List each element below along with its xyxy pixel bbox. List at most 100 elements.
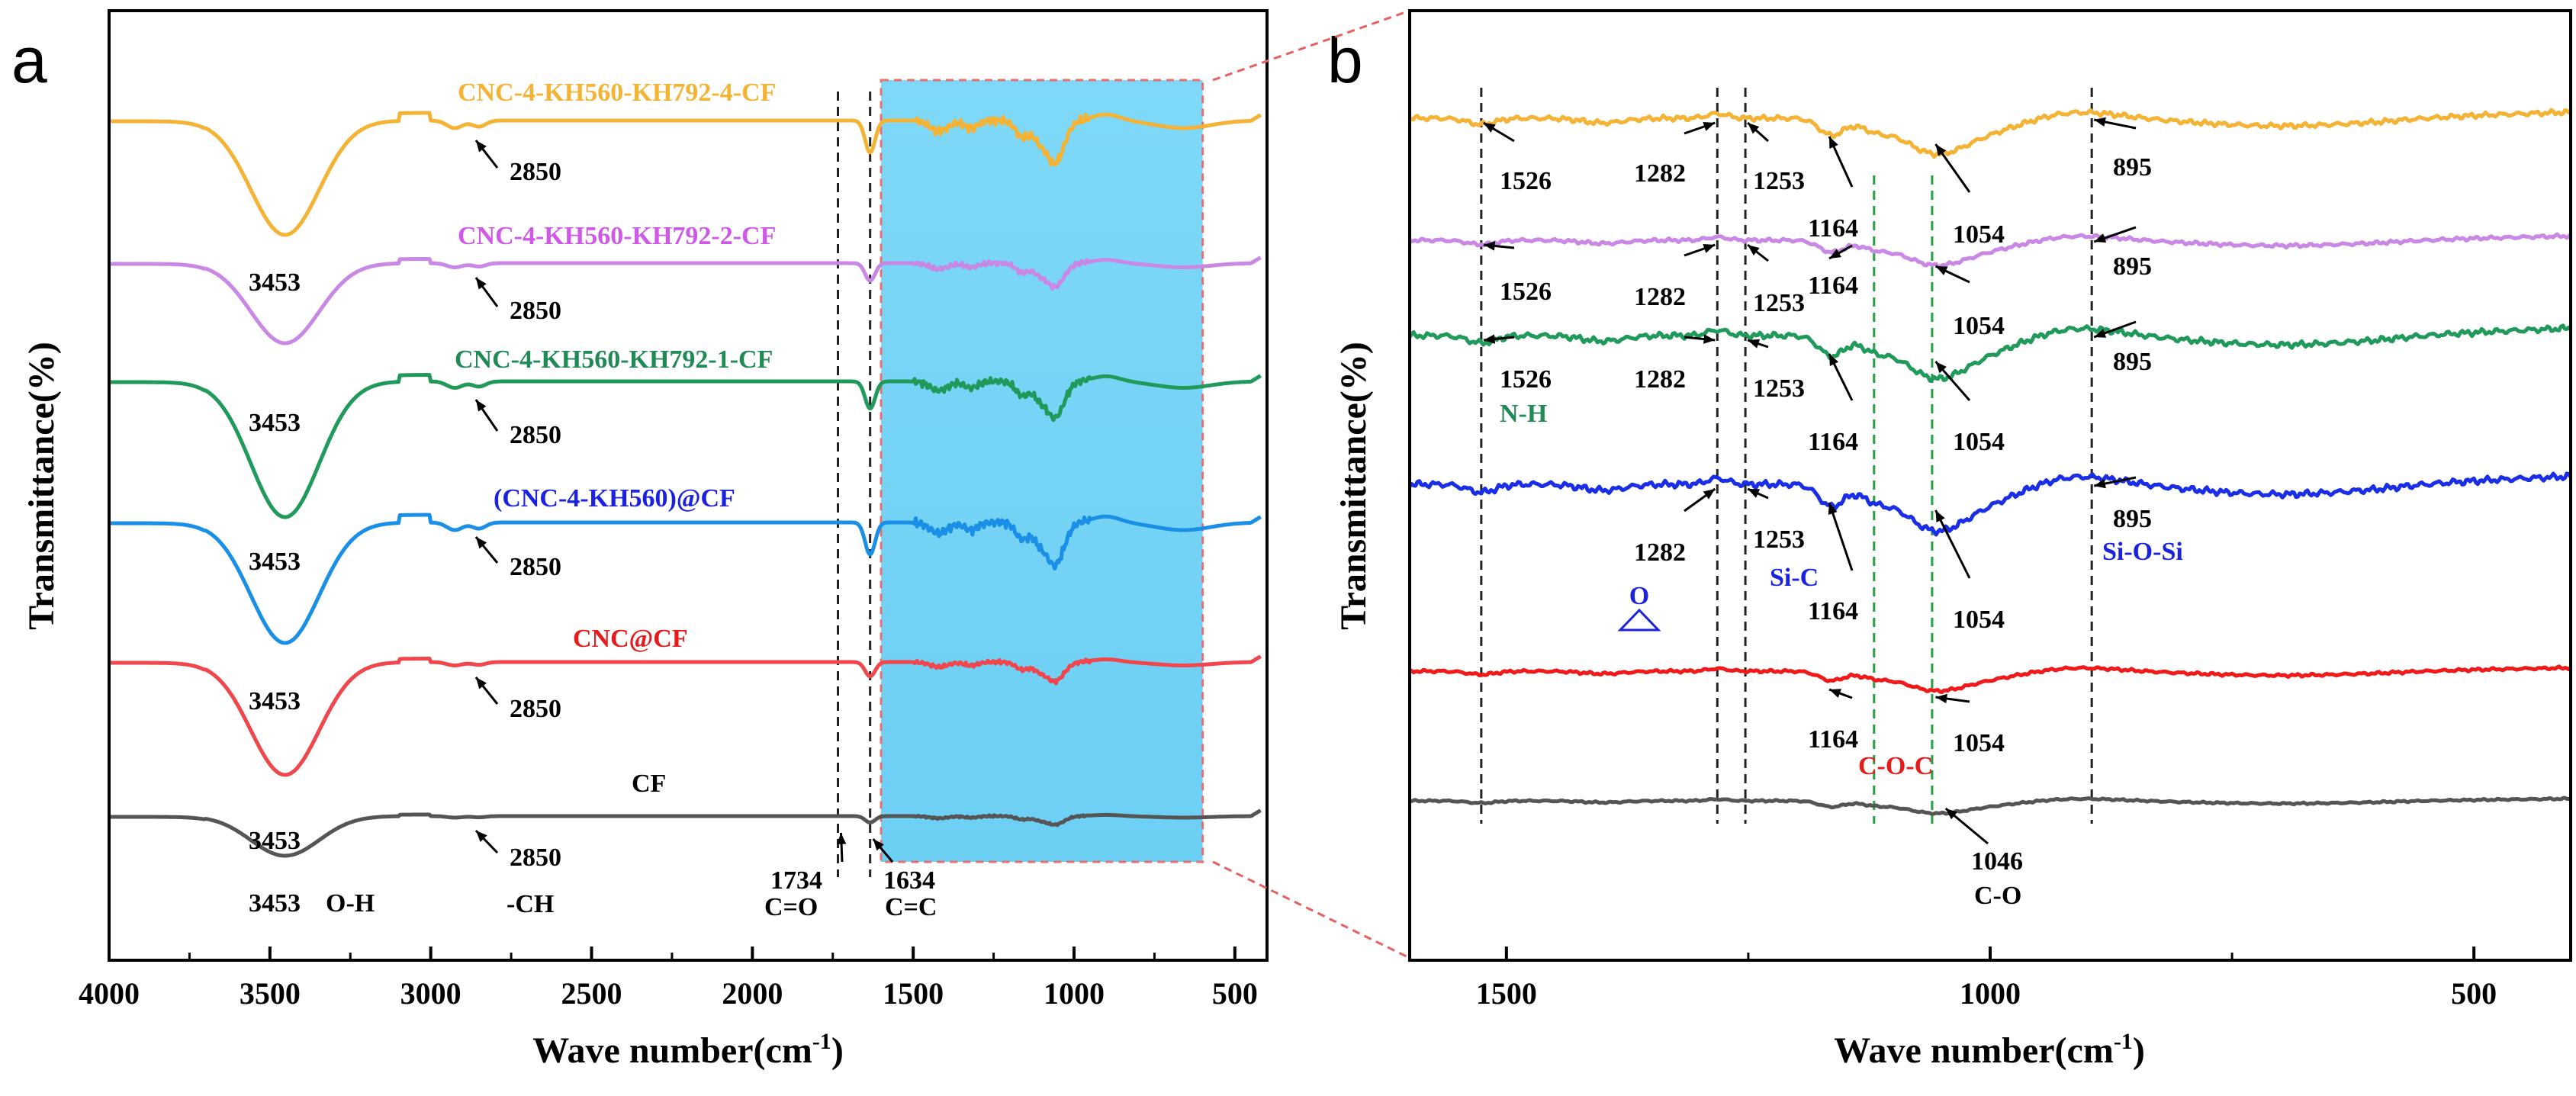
siosi-group-label: Si-O-Si: [2102, 538, 2183, 566]
x-tick-label: 1500: [883, 976, 944, 1011]
annotation-arrowhead: [475, 278, 487, 290]
series-label-cf: CF: [632, 770, 666, 798]
peak-1253: 1253: [1753, 374, 1805, 403]
peak-2850: 2850: [510, 844, 561, 872]
annotation-arrowhead: [2094, 478, 2106, 489]
peak-annotations-b: 1526 1282 1253 1164 1054 895 1526 1282 1…: [1500, 153, 2183, 910]
series-label-4: CNC-4-KH560-KH792-4-CF: [458, 79, 776, 107]
annotation-arrowhead: [1703, 121, 1716, 131]
x-tick-label: 3500: [240, 976, 301, 1011]
series-line: [108, 373, 1262, 519]
sic-group-label: Si-C: [1770, 564, 1819, 592]
panel-a-letter: a: [11, 24, 47, 96]
zoom-connector-top: [1212, 9, 1410, 82]
peak-3453: 3453: [249, 548, 301, 576]
zoom-connector-bottom: [1212, 860, 1410, 959]
x-tick-label: 3000: [400, 976, 461, 1011]
annotation-arrowhead: [1828, 354, 1839, 366]
annotation-arrowhead: [873, 839, 884, 851]
series-label-cnc: CNC@CF: [573, 625, 688, 653]
annotation-arrowhead: [1703, 489, 1716, 500]
panel-b-letter: b: [1327, 24, 1363, 96]
peak-895: 895: [2113, 252, 2152, 281]
peak-1054: 1054: [1953, 428, 2005, 456]
x-ticks-b: 1500 1000 500: [1476, 947, 2497, 1011]
series-label-2: CNC-4-KH560-KH792-2-CF: [458, 222, 776, 250]
x-tick-label: 500: [2451, 976, 2497, 1011]
series-line: [1408, 471, 2573, 537]
peak-895: 895: [2113, 505, 2152, 533]
peak-895: 895: [2113, 348, 2152, 376]
annotation-arrow: [1828, 502, 1854, 571]
annotation-arrowhead: [1828, 689, 1841, 698]
annotation-arrowhead: [1935, 362, 1947, 374]
ch-group-label: -CH: [507, 890, 554, 918]
annotation-arrowhead: [2094, 329, 2107, 338]
annotation-arrowhead: [1748, 123, 1760, 134]
co-group-label: C-O: [1974, 882, 2021, 910]
annotation-arrowhead: [1945, 808, 1957, 820]
reference-lines-a: [836, 92, 872, 877]
series-line: [1408, 108, 2572, 159]
series-line: [108, 111, 1262, 237]
annotation-arrowhead: [1828, 249, 1841, 259]
peak-1164: 1164: [1808, 597, 1858, 625]
x-tick-label: 1000: [1044, 976, 1105, 1011]
x-tick-label: 1500: [1476, 976, 1537, 1011]
peak-1164: 1164: [1808, 725, 1858, 754]
epoxy-oxygen-label: O: [1629, 582, 1649, 610]
annotation-arrowhead: [1935, 693, 1947, 704]
peak-1054: 1054: [1953, 312, 2005, 340]
panel-b: 1500 1000 500 Wave number(cm-1) Transmitta…: [1333, 9, 2573, 1071]
x-ticks-a: 4000 3500 3000 2500 2000 1500 1000 500: [79, 947, 1258, 1011]
peak-1054: 1054: [1953, 220, 2005, 249]
annotation-arrowhead: [1935, 510, 1945, 522]
peak-3453: 3453: [249, 889, 301, 918]
x-tick-label: 4000: [79, 976, 140, 1011]
series-line: [1409, 795, 2571, 816]
annotation-arrowhead: [1828, 503, 1838, 515]
peak-1282: 1282: [1634, 538, 1686, 567]
annotation-arrowhead: [475, 831, 487, 842]
x-axis-title-a: Wave number(cm-1): [532, 1029, 844, 1071]
highlight-region: [880, 79, 1204, 863]
annotation-arrow: [1934, 509, 1971, 579]
peak-1282: 1282: [1634, 283, 1686, 311]
peak-1253: 1253: [1753, 526, 1805, 554]
annotation-arrowhead: [1748, 339, 1761, 349]
peak-1526: 1526: [1500, 365, 1552, 394]
coc-group-label: C-O-C: [1858, 752, 1933, 780]
peak-annotations-a: 3453 3453 3453 3453 3453 3453 O-H 2850 2…: [249, 158, 937, 921]
peak-1164: 1164: [1808, 214, 1858, 243]
annotation-arrowhead: [1748, 489, 1761, 498]
series-line: [108, 808, 1262, 858]
annotation-arrowhead: [475, 677, 487, 689]
co-group-label: C=O: [764, 893, 818, 921]
peak-3453: 3453: [249, 827, 301, 855]
series-b: [1407, 108, 2573, 816]
annotation-arrowhead: [1483, 123, 1496, 133]
peak-2850: 2850: [510, 695, 561, 723]
peak-1253: 1253: [1753, 289, 1805, 317]
peak-1282: 1282: [1634, 159, 1686, 188]
peak-1164: 1164: [1808, 272, 1858, 300]
annotation-arrowhead: [836, 833, 847, 844]
peak-2850: 2850: [510, 158, 561, 186]
reference-lines-b: [1480, 88, 2093, 824]
annotation-arrowhead: [1483, 334, 1496, 344]
peak-1526: 1526: [1500, 278, 1552, 306]
cc-group-label: C=C: [885, 893, 937, 921]
annotation-arrowhead: [1935, 144, 1947, 156]
annotation-arrowhead: [1828, 137, 1838, 149]
peak-3453: 3453: [249, 409, 301, 437]
x-tick-label: 1000: [1960, 976, 2021, 1011]
x-tick-label: 2500: [561, 976, 622, 1011]
series-line: [108, 513, 1262, 645]
series-label-kh560: (CNC-4-KH560)@CF: [494, 484, 735, 513]
peak-3453: 3453: [249, 268, 301, 297]
peak-1253: 1253: [1753, 167, 1805, 195]
oh-group-label: O-H: [326, 889, 375, 918]
peak-1734: 1734: [770, 866, 822, 895]
x-tick-label: 2000: [722, 976, 783, 1011]
panel-a: 4000 3500 3000 2500 2000 1500 1000 500 Wave num…: [21, 9, 1269, 1071]
